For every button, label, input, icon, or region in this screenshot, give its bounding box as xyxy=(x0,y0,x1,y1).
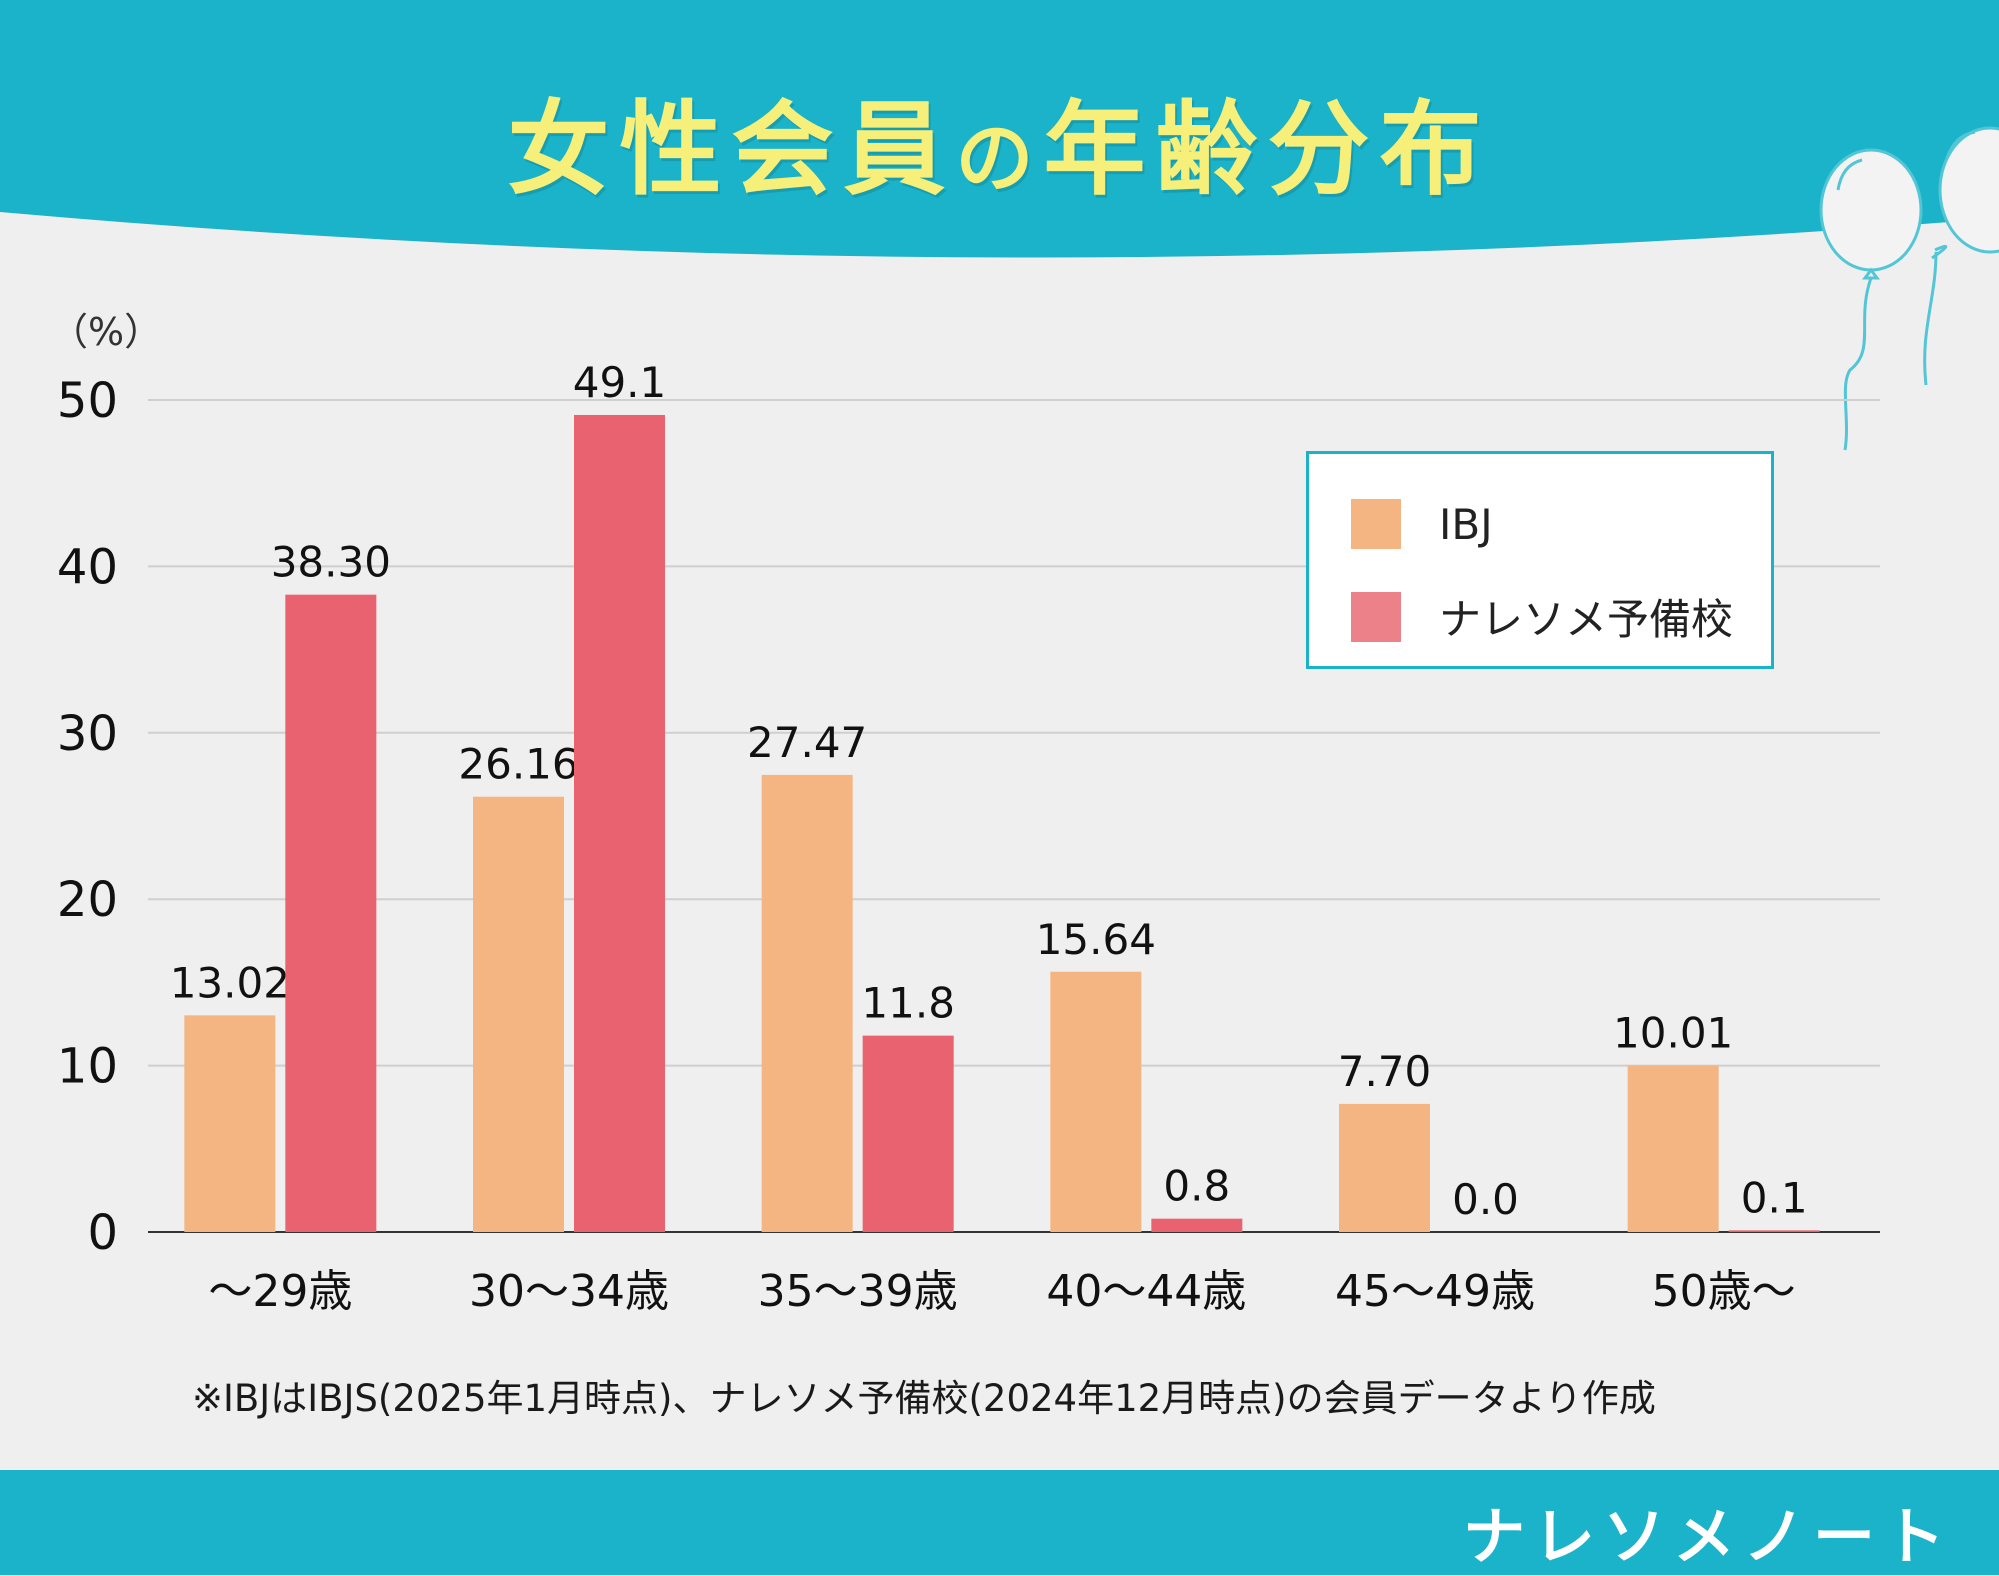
y-tick-label: 10 xyxy=(57,1039,118,1095)
legend-item-nareso: ナレソメ予備校 xyxy=(1351,586,1733,647)
y-tick-label: 0 xyxy=(87,1205,118,1261)
data-label: 0.8 xyxy=(1163,1162,1230,1211)
x-tick-label: 30～34歳 xyxy=(469,1266,669,1317)
y-tick-label: 30 xyxy=(57,706,118,762)
data-label: 7.70 xyxy=(1338,1047,1432,1096)
y-tick-label: 40 xyxy=(57,539,118,595)
legend: IBJ ナレソメ予備校 xyxy=(1306,451,1774,669)
bar-nareso xyxy=(862,1035,954,1232)
data-label: 26.16 xyxy=(458,740,578,789)
data-label: 27.47 xyxy=(747,718,867,767)
brand-logo: ナレソメノート xyxy=(1462,1500,1953,1573)
x-tick-label: 45～49歳 xyxy=(1335,1266,1535,1317)
bar-nareso xyxy=(1151,1218,1243,1232)
header-band xyxy=(0,0,1999,258)
bar-ibj xyxy=(473,796,564,1232)
x-tick-label: 50歳～ xyxy=(1652,1266,1796,1317)
bar-ibj xyxy=(1627,1065,1719,1232)
bar-chart: （%） 0 10 20 30 40 50 13.02 38.30 ～29歳 26.16 49.1 30～… xyxy=(50,310,1880,1317)
legend-label-ibj: IBJ xyxy=(1439,499,1493,549)
y-tick-label: 50 xyxy=(57,373,118,429)
bar-ibj xyxy=(184,1015,276,1232)
bar-nareso xyxy=(1728,1230,1820,1232)
chart-title: 女性会員の年齢分布 xyxy=(507,91,1492,210)
x-tick-label: ～29歳 xyxy=(208,1266,352,1317)
bar-nareso xyxy=(285,594,377,1232)
y-axis-unit-label: （%） xyxy=(50,310,162,354)
legend-item-ibj: IBJ xyxy=(1351,499,1493,549)
balloons-icon xyxy=(1819,126,1999,451)
data-label: 0.1 xyxy=(1741,1173,1808,1222)
legend-label-nareso: ナレソメ予備校 xyxy=(1439,595,1734,644)
data-label: 38.30 xyxy=(271,538,391,587)
data-label: 49.1 xyxy=(573,358,667,407)
data-label: 10.01 xyxy=(1613,1008,1733,1057)
bar-nareso xyxy=(574,414,665,1232)
x-tick-label: 40～44歳 xyxy=(1046,1266,1246,1317)
source-note: ※IBJはIBJS(2025年1月時点)、ナレソメ予備校(2024年12月時点)… xyxy=(192,1377,1656,1420)
bar-ibj xyxy=(1050,971,1142,1232)
footer-band: ナレソメノート xyxy=(0,1470,1999,1575)
y-tick-label: 20 xyxy=(57,872,118,928)
legend-swatch-nareso xyxy=(1351,591,1401,642)
data-label: 15.64 xyxy=(1036,915,1156,964)
data-label: 13.02 xyxy=(170,958,290,1007)
bar-ibj xyxy=(761,774,853,1232)
data-label: 11.8 xyxy=(861,979,955,1028)
bar-ibj xyxy=(1339,1103,1430,1232)
x-tick-label: 35～39歳 xyxy=(758,1266,958,1317)
data-label: 0.0 xyxy=(1452,1175,1519,1224)
legend-swatch-ibj xyxy=(1351,499,1401,549)
